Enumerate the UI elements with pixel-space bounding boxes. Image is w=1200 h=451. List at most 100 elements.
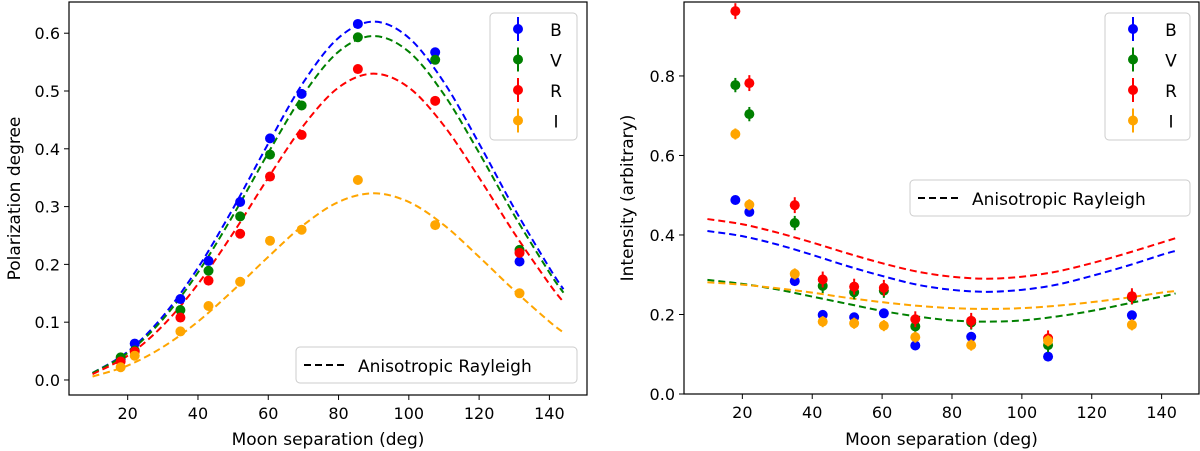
x-tick-label: 120	[1076, 403, 1107, 422]
data-point-V	[235, 211, 246, 222]
data-point-R	[744, 78, 755, 89]
data-point-V	[430, 54, 441, 65]
data-point-R	[352, 64, 363, 75]
axes-frame	[683, 1, 1200, 395]
model-curve	[707, 230, 1176, 293]
data-point-R	[203, 275, 214, 286]
data-point-I	[430, 220, 441, 231]
x-tick-label: 80	[942, 403, 962, 422]
data-point-R	[817, 274, 828, 285]
model-curve	[707, 281, 1176, 310]
data-point-B	[235, 196, 246, 207]
data-point-I	[849, 318, 860, 329]
data-point-R	[430, 95, 441, 106]
legend-marker	[513, 85, 523, 95]
model-curve	[92, 192, 565, 378]
data-point-I	[296, 224, 307, 235]
model-curve	[707, 218, 1176, 280]
legend-marker	[1128, 54, 1138, 65]
data-point-B	[1126, 310, 1137, 321]
data-point-B	[430, 47, 441, 58]
data-point-I	[115, 362, 126, 373]
x-axis-label: Moon separation (deg)	[845, 430, 1038, 450]
x-tick-label: 100	[394, 404, 425, 423]
y-axis-label: Intensity (arbitrary)	[618, 115, 638, 282]
x-tick-label: 140	[534, 404, 565, 423]
data-point-I	[966, 340, 977, 351]
data-point-B	[730, 194, 741, 205]
chart-panel-0: 20 40 60 80 100 120 140 0.0 0.1 0.2 0.3 0.4 0.5 0.6 Mo…	[5, 1, 588, 450]
x-tick-label: 60	[258, 404, 278, 423]
data-point-B	[966, 331, 977, 342]
x-tick-label: 20	[732, 403, 752, 422]
legend-label: V	[1165, 52, 1177, 72]
data-point-I	[265, 235, 276, 246]
x-tick-label: 40	[802, 403, 822, 422]
x-tick-label: 40	[188, 404, 208, 423]
legend-marker	[1128, 24, 1138, 34]
data-point-I	[730, 128, 741, 139]
data-point-I	[744, 199, 755, 210]
legend-box	[295, 346, 578, 384]
model-legend: Anisotropic Rayleigh	[295, 346, 578, 384]
legend-marker	[513, 24, 523, 34]
legend-label: Anisotropic Rayleigh	[972, 190, 1146, 210]
legend-label: R	[550, 82, 562, 102]
y-tick-label: 0.0	[650, 385, 675, 404]
legend-label: B	[1165, 21, 1177, 41]
data-point-I	[203, 300, 214, 311]
data-point-R	[1126, 291, 1137, 302]
data-point-I	[129, 350, 140, 361]
y-tick-label: 0.8	[650, 67, 675, 86]
x-tick-label: 20	[118, 404, 138, 423]
legend-marker	[1128, 115, 1138, 126]
data-point-B	[744, 206, 755, 217]
x-tick-label: 140	[1146, 403, 1177, 422]
x-axis-label: Moon separation (deg)	[232, 430, 425, 450]
legend-label: I	[553, 113, 558, 133]
data-point-B	[175, 294, 186, 305]
y-tick-label: 0.6	[35, 24, 60, 43]
legend-label: I	[1168, 113, 1173, 133]
data-point-V	[203, 265, 214, 276]
data-point-V	[744, 109, 755, 120]
legend-marker	[1128, 85, 1138, 95]
data-point-B	[789, 276, 800, 287]
data-point-R	[730, 6, 741, 17]
x-tick-label: 80	[328, 404, 348, 423]
data-point-I	[1043, 335, 1054, 346]
data-point-I	[175, 326, 186, 337]
legend-label: Anisotropic Rayleigh	[358, 357, 532, 377]
data-point-B	[910, 340, 921, 351]
data-point-V	[789, 218, 800, 229]
data-point-R	[296, 129, 307, 140]
data-point-R	[265, 171, 276, 182]
model-curve	[92, 72, 565, 376]
y-tick-label: 0.3	[35, 198, 60, 217]
data-point-I	[789, 268, 800, 279]
data-point-I	[1126, 319, 1137, 330]
y-tick-label: 0.5	[35, 82, 60, 101]
data-point-R	[849, 281, 860, 292]
legend-marker	[513, 54, 523, 65]
y-tick-label: 0.0	[35, 371, 60, 390]
data-point-R	[910, 314, 921, 325]
y-tick-label: 0.2	[650, 305, 675, 324]
data-point-V	[352, 32, 363, 43]
data-point-I	[878, 320, 889, 331]
data-point-R	[789, 200, 800, 211]
data-point-B	[203, 255, 214, 266]
data-point-I	[817, 316, 828, 327]
legend-box	[1104, 12, 1191, 141]
data-point-R	[514, 247, 525, 258]
y-tick-label: 0.6	[650, 146, 675, 165]
data-point-B	[265, 133, 276, 144]
data-point-B	[514, 256, 525, 267]
data-point-R	[966, 315, 977, 326]
legend-box	[489, 12, 578, 141]
legend-label: V	[550, 52, 562, 72]
chart-panel-1: 20 40 60 80 100 120 140 0.0 0.2 0.4 0.6 0.8 Moon sep…	[618, 1, 1200, 450]
data-point-B	[352, 18, 363, 29]
